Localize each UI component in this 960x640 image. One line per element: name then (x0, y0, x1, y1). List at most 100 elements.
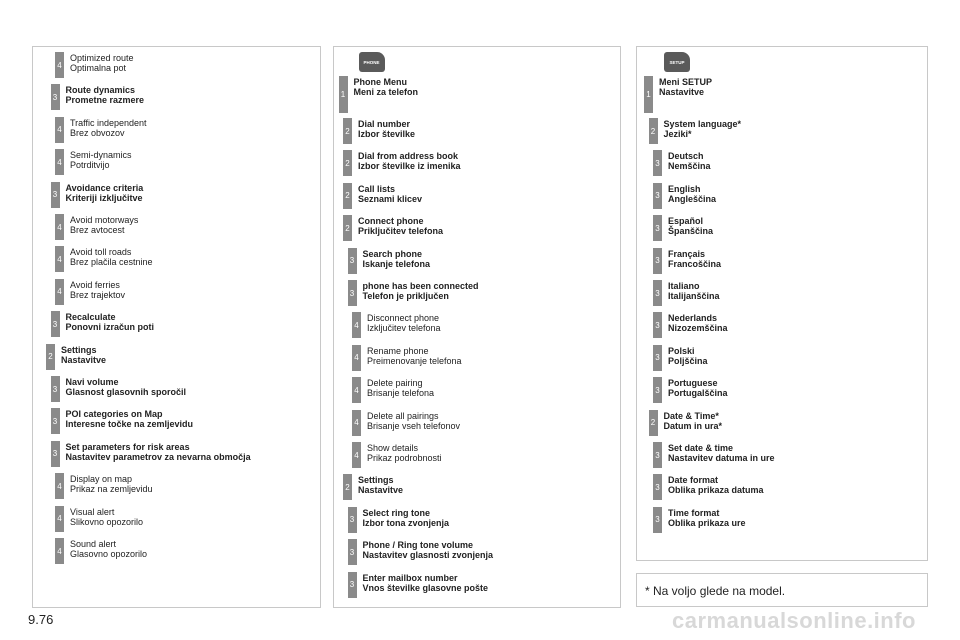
item-line: Nederlands (668, 313, 718, 324)
panel (32, 46, 321, 608)
item-line: Select ring tone (362, 507, 431, 518)
item-line: Navi volume (65, 377, 119, 387)
item-line: Prometne razmere (65, 95, 145, 106)
menu-icon: PHONE (358, 52, 385, 72)
menu-item: Meni SETUP Nastavitve (659, 77, 712, 97)
menu-item: Avoid toll roads Brez plačila cestnine (70, 247, 153, 267)
level-badge: 3 (347, 247, 357, 274)
level-badge: 4 (55, 116, 64, 143)
item-line: Slikovno opozorilo (70, 516, 144, 527)
item-line: Español (668, 216, 704, 227)
item-line: Time format (668, 507, 720, 518)
panel (333, 46, 621, 608)
level-badge: 4 (352, 409, 361, 436)
item-line: Avoid ferries (70, 279, 120, 290)
item-line: Meni za telefon (353, 87, 419, 97)
item-line: Rename phone (367, 345, 429, 356)
level-badge: 3 (653, 474, 662, 501)
item-line: Oblika prikaza ure (668, 517, 746, 528)
menu-item: English Angleščina (668, 184, 716, 204)
item-line: Preimenovanje telefona (367, 355, 462, 366)
item-line: Jeziki* (663, 129, 692, 139)
level-badge: 3 (50, 84, 60, 111)
level-badge: 4 (55, 149, 64, 176)
item-line: Dial number (358, 119, 411, 129)
menu-item: Delete pairing Brisanje telefona (367, 378, 434, 398)
footnote: * Na voljo glede na model. (636, 573, 928, 607)
level-badge: 2 (648, 409, 658, 436)
level-badge: 2 (46, 343, 55, 370)
level-badge: 4 (55, 214, 64, 240)
item-line: phone has been connected (362, 281, 479, 291)
item-line: Enter mailbox number (362, 572, 458, 583)
menu-item: Call lists Seznami klicev (358, 184, 422, 204)
menu-item: Route dynamics Prometne razmere (66, 85, 145, 105)
item-line: Semi-dynamics (70, 150, 132, 161)
level-badge: 3 (50, 311, 60, 338)
level-badge: 3 (653, 442, 662, 468)
level-badge: 2 (343, 182, 352, 209)
item-line: Kriteriji izključitve (65, 192, 143, 203)
item-line: Nastavitve (61, 354, 107, 365)
item-line: Nastavitev datuma in ure (668, 453, 775, 463)
menu-item: Optimized route Optimalna pot (70, 53, 134, 73)
item-line: Set parameters for risk areas (65, 441, 190, 452)
level-badge: 2 (343, 150, 352, 177)
menu-item: Dial number Izbor številke (358, 119, 415, 139)
menu-item: Enter mailbox number Vnos številke glasov… (363, 573, 489, 593)
item-line: Izbor številke iz imenika (358, 161, 461, 172)
item-line: Iskanje telefona (362, 258, 431, 269)
menu-item: Phone Menu Meni za telefon (354, 77, 419, 97)
menu-item: Recalculate Ponovni izračun poti (66, 312, 155, 332)
item-line: Nizozemščina (668, 323, 728, 334)
item-line: Glasovno opozorilo (70, 549, 148, 559)
item-line: Call lists (358, 183, 396, 194)
level-badge: 4 (55, 473, 64, 500)
item-line: Avoidance criteria (65, 182, 144, 193)
item-line: Priključitev telefona (358, 226, 444, 237)
level-badge: 3 (653, 506, 662, 533)
item-line: Settings (358, 475, 394, 486)
menu-item: Disconnect phone Izključitev telefona (367, 313, 441, 333)
level-badge: 1 (644, 76, 653, 113)
menu-item: Deutsch Nemščina (668, 151, 711, 171)
item-line: Search phone (362, 248, 423, 259)
item-line: Vnos številke glasovne pošte (362, 582, 489, 593)
level-badge: 3 (347, 571, 357, 598)
level-badge: 2 (648, 118, 658, 144)
level-badge: 3 (347, 280, 357, 306)
level-badge: 2 (343, 474, 352, 501)
item-line: Brez plačila cestnine (70, 257, 153, 268)
item-line: Potrditvijo (70, 160, 110, 171)
item-line: Brez avtocest (70, 225, 125, 235)
item-line: Oblika prikaza datuma (668, 485, 764, 496)
menu-item: Rename phone Preimenovanje telefona (367, 346, 462, 366)
level-badge: 3 (50, 408, 60, 435)
item-line: Settings (61, 344, 97, 355)
item-line: Phone / Ring tone volume (362, 540, 474, 551)
item-line: Route dynamics (65, 85, 136, 96)
level-badge: 3 (50, 376, 60, 402)
menu-item: Set date & time Nastavitev datuma in ure (668, 443, 775, 463)
item-line: Angleščina (668, 193, 717, 204)
level-badge: 4 (55, 278, 64, 305)
menu-item: Select ring tone Izbor tona zvonjenja (363, 508, 450, 528)
item-line: Datum in ura* (663, 420, 723, 431)
item-line: Francoščina (668, 258, 722, 269)
item-line: Španščina (668, 226, 714, 237)
menu-item: Delete all pairings Brisanje vseh telefon… (367, 411, 460, 431)
item-line: Date format (668, 475, 719, 486)
menu-item: Settings Nastavitve (358, 475, 403, 495)
level-badge: 3 (653, 344, 662, 371)
level-badge: 3 (347, 539, 357, 566)
level-badge: 4 (352, 377, 361, 404)
menu-item: Avoidance criteria Kriteriji izključitve (66, 183, 144, 203)
item-line: Nemščina (668, 161, 711, 172)
item-line: Seznami klicev (358, 193, 423, 204)
item-line: Display on map (70, 474, 133, 485)
item-line: Italijanščina (668, 291, 720, 301)
item-line: Nastavitev parametrov za nevarna območja (65, 451, 251, 462)
menu-item: Date format Oblika prikaza datuma (668, 475, 764, 495)
level-badge: 3 (653, 215, 662, 242)
